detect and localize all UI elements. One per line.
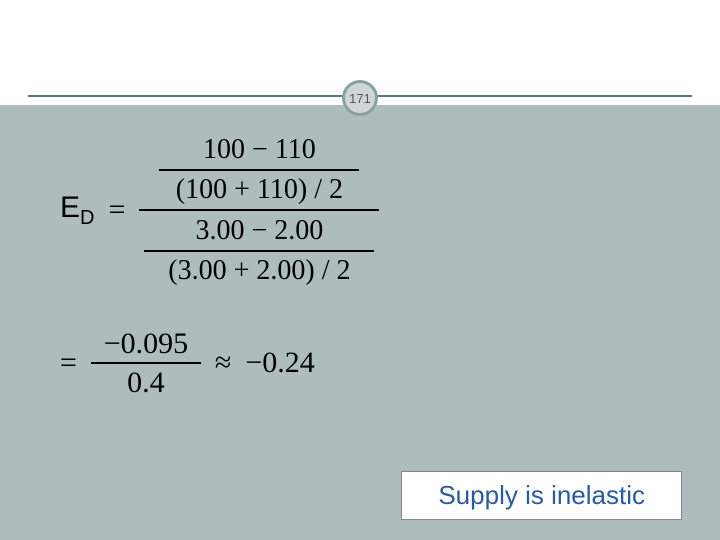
equation-elasticity: ED = 100 − 110 (100 + 110) / 2 3.00 − 2.… — [60, 133, 690, 287]
conclusion-box: Supply is inelastic — [401, 471, 682, 520]
page-number: 171 — [349, 91, 371, 106]
bottom-denominator: (3.00 + 2.00) / 2 — [168, 254, 350, 288]
result-fraction: −0.095 0.4 — [91, 327, 201, 399]
result-denominator: 0.4 — [127, 366, 165, 399]
top-fraction: 100 − 110 (100 + 110) / 2 — [159, 133, 359, 206]
bottom-fraction-bar — [144, 250, 374, 252]
symbol-main: E — [60, 191, 80, 224]
top-denominator: (100 + 110) / 2 — [176, 173, 343, 207]
approx-sign: ≈ — [215, 346, 231, 380]
result-numerator: −0.095 — [104, 327, 188, 360]
bottom-fraction: 3.00 − 2.00 (3.00 + 2.00) / 2 — [144, 214, 374, 287]
elasticity-symbol: ED — [60, 191, 94, 230]
result-fraction-bar — [91, 362, 201, 364]
slide: 171 ED = 100 − 110 (100 + 110) / 2 3.00 … — [0, 0, 720, 540]
bottom-numerator: 3.00 − 2.00 — [195, 214, 323, 248]
top-numerator: 100 − 110 — [203, 133, 316, 167]
slide-body: ED = 100 − 110 (100 + 110) / 2 3.00 − 2.… — [0, 105, 720, 540]
conclusion-text: Supply is inelastic — [438, 480, 645, 510]
equals-sign-2: = — [60, 346, 77, 380]
top-fraction-bar — [159, 169, 359, 171]
symbol-sub: D — [80, 207, 94, 229]
result-value: −0.24 — [245, 346, 314, 380]
equals-sign-1: = — [108, 193, 125, 227]
main-fraction-bar — [139, 209, 379, 211]
compound-fraction: 100 − 110 (100 + 110) / 2 3.00 − 2.00 (3… — [139, 133, 379, 287]
equation-result: = −0.095 0.4 ≈ −0.24 — [60, 327, 690, 399]
page-number-badge: 171 — [342, 80, 378, 116]
